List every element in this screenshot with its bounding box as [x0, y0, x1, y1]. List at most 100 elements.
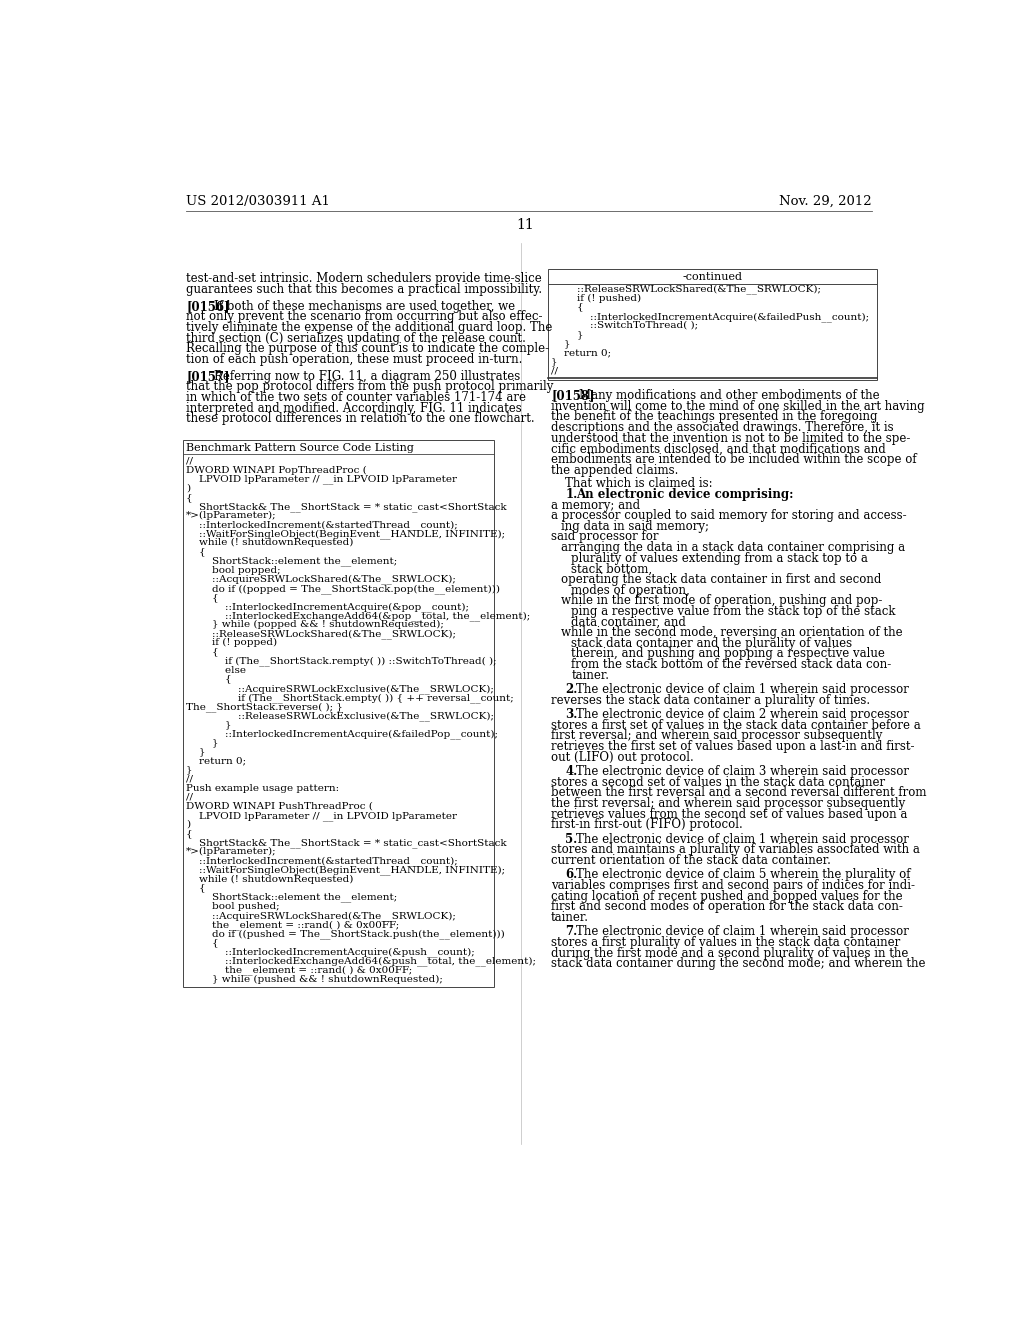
Text: ::ReleaseSRWLockShared(&The__SRWLOCK);: ::ReleaseSRWLockShared(&The__SRWLOCK);: [551, 285, 821, 294]
Text: return 0;: return 0;: [186, 756, 246, 766]
Text: 11: 11: [516, 218, 534, 232]
Text: current orientation of the stack data container.: current orientation of the stack data co…: [551, 854, 831, 867]
Text: 2.: 2.: [565, 682, 578, 696]
Text: 6.: 6.: [565, 869, 578, 882]
Text: Benchmark Pattern Source Code Listing: Benchmark Pattern Source Code Listing: [186, 442, 414, 453]
Text: tainer.: tainer.: [551, 911, 589, 924]
Text: plurality of values extending from a stack top to a: plurality of values extending from a sta…: [571, 552, 868, 565]
Text: return 0;: return 0;: [551, 348, 611, 358]
Text: the benefit of the teachings presented in the foregoing: the benefit of the teachings presented i…: [551, 411, 878, 424]
Text: guarantees such that this becomes a practical impossibility.: guarantees such that this becomes a prac…: [186, 282, 543, 296]
Text: ::InterlockedIncrementAcquire(&failedPop__count);: ::InterlockedIncrementAcquire(&failedPop…: [186, 729, 498, 739]
Text: else: else: [186, 665, 246, 675]
Text: 3.: 3.: [565, 708, 578, 721]
Text: that the pop protocol differs from the push protocol primarily: that the pop protocol differs from the p…: [186, 380, 554, 393]
Text: during the first mode and a second plurality of values in the: during the first mode and a second plura…: [551, 946, 908, 960]
Text: third section (C) serializes updating of the release count.: third section (C) serializes updating of…: [186, 331, 526, 345]
Text: stores a first plurality of values in the stack data container: stores a first plurality of values in th…: [551, 936, 900, 949]
Text: }: }: [186, 747, 206, 756]
Text: 5.: 5.: [565, 833, 578, 846]
Text: If both of these mechanisms are used together, we: If both of these mechanisms are used tog…: [214, 300, 515, 313]
Text: {: {: [186, 593, 219, 602]
Text: understood that the invention is not to be limited to the spe-: understood that the invention is not to …: [551, 432, 910, 445]
Text: bool popped;: bool popped;: [186, 565, 281, 574]
Text: }: }: [186, 766, 193, 775]
Text: The electronic device of claim 3 wherein said processor: The electronic device of claim 3 wherein…: [577, 766, 909, 779]
Text: therein, and pushing and popping a respective value: therein, and pushing and popping a respe…: [571, 647, 885, 660]
Text: The electronic device of claim 2 wherein said processor: The electronic device of claim 2 wherein…: [577, 708, 909, 721]
Text: if (! pushed): if (! pushed): [551, 293, 641, 302]
Text: stores a second set of values in the stack data container: stores a second set of values in the sta…: [551, 776, 886, 789]
Text: cific embodiments disclosed, and that modifications and: cific embodiments disclosed, and that mo…: [551, 442, 886, 455]
Text: //: //: [551, 367, 558, 375]
Bar: [183, 440, 494, 986]
Text: ::WaitForSingleObject(BeginEvent__HANDLE, INFINITE);: ::WaitForSingleObject(BeginEvent__HANDLE…: [186, 529, 505, 539]
Text: first and second modes of operation for the stack data con-: first and second modes of operation for …: [551, 900, 903, 913]
Text: ::InterlockedIncrementAcquire(&failedPush__count);: ::InterlockedIncrementAcquire(&failedPus…: [551, 312, 869, 322]
Text: ::AcquireSRWLockShared(&The__SRWLOCK);: ::AcquireSRWLockShared(&The__SRWLOCK);: [186, 911, 456, 920]
Text: ::InterlockedIncrementAcquire(&pop__count);: ::InterlockedIncrementAcquire(&pop__coun…: [186, 602, 469, 611]
Text: while (! shutdownRequested): while (! shutdownRequested): [186, 874, 353, 883]
Text: arranging the data in a stack data container comprising a: arranging the data in a stack data conta…: [561, 541, 905, 554]
Text: out (LIFO) out protocol.: out (LIFO) out protocol.: [551, 751, 694, 764]
Text: [0158]: [0158]: [551, 389, 595, 403]
Text: data container, and: data container, and: [571, 615, 686, 628]
Text: -continued: -continued: [682, 272, 742, 282]
Text: That which is claimed is:: That which is claimed is:: [565, 477, 713, 490]
Text: ): ): [186, 484, 190, 492]
Text: variables comprises first and second pairs of indices for indi-: variables comprises first and second pai…: [551, 879, 915, 892]
Text: modes of operation,: modes of operation,: [571, 583, 690, 597]
Text: ::ReleaseSRWLockShared(&The__SRWLOCK);: ::ReleaseSRWLockShared(&The__SRWLOCK);: [186, 630, 456, 639]
Text: } while (popped && ! shutdownRequested);: } while (popped && ! shutdownRequested);: [186, 620, 444, 630]
Text: {: {: [186, 939, 219, 948]
Text: stack bottom,: stack bottom,: [571, 562, 652, 576]
Text: the__element = ::rand( ) & 0x00FF;: the__element = ::rand( ) & 0x00FF;: [186, 965, 413, 975]
Text: if (The__ShortStack.empty( )) { ++ reversal__count;: if (The__ShortStack.empty( )) { ++ rever…: [186, 693, 514, 702]
Text: ShortStack::element the__element;: ShortStack::element the__element;: [186, 892, 397, 903]
Text: if (The__ShortStack.rempty( )) ::SwitchToThread( );: if (The__ShortStack.rempty( )) ::SwitchT…: [186, 656, 497, 667]
Text: }: }: [186, 719, 231, 729]
Text: tion of each push operation, these must proceed in-turn.: tion of each push operation, these must …: [186, 352, 522, 366]
Text: Many modifications and other embodiments of the: Many modifications and other embodiments…: [579, 389, 880, 403]
Text: {: {: [186, 829, 193, 838]
Text: stores and maintains a plurality of variables associated with a: stores and maintains a plurality of vari…: [551, 843, 920, 857]
Text: interpreted and modified. Accordingly, FIG. 11 indicates: interpreted and modified. Accordingly, F…: [186, 401, 522, 414]
Text: [0156]: [0156]: [186, 300, 229, 313]
Text: ::InterlockedIncrement(&startedThread__count);: ::InterlockedIncrement(&startedThread__c…: [186, 520, 458, 529]
Text: LPVOID lpParameter // __in LPVOID lpParameter: LPVOID lpParameter // __in LPVOID lpPara…: [186, 475, 457, 484]
Text: [0157]: [0157]: [186, 370, 229, 383]
Text: ping a respective value from the stack top of the stack: ping a respective value from the stack t…: [571, 605, 896, 618]
Text: ): ): [186, 820, 190, 829]
Text: ::AcquireSRWLockShared(&The__SRWLOCK);: ::AcquireSRWLockShared(&The__SRWLOCK);: [186, 574, 456, 585]
Text: do if ((popped = The__ShortStack.pop(the__element))): do if ((popped = The__ShortStack.pop(the…: [186, 583, 500, 594]
Text: LPVOID lpParameter // __in LPVOID lpParameter: LPVOID lpParameter // __in LPVOID lpPara…: [186, 810, 457, 821]
Text: tively eliminate the expense of the additional guard loop. The: tively eliminate the expense of the addi…: [186, 321, 553, 334]
Text: {: {: [186, 492, 193, 502]
Text: retrieves values from the second set of values based upon a: retrieves values from the second set of …: [551, 808, 907, 821]
Text: ShortStack& The__ShortStack = * static_cast<ShortStack: ShortStack& The__ShortStack = * static_c…: [186, 838, 507, 847]
Text: tainer.: tainer.: [571, 669, 609, 681]
Text: {: {: [186, 883, 206, 892]
Text: not only prevent the scenario from occurring but also effec-: not only prevent the scenario from occur…: [186, 310, 543, 323]
Text: while (! shutdownRequested): while (! shutdownRequested): [186, 539, 353, 548]
Text: {: {: [186, 647, 219, 656]
Text: a memory; and: a memory; and: [551, 499, 640, 512]
Text: ::ReleaseSRWLockExclusive(&The__SRWLOCK);: ::ReleaseSRWLockExclusive(&The__SRWLOCK)…: [186, 711, 495, 721]
Text: 4.: 4.: [565, 766, 578, 779]
Text: bool pushed;: bool pushed;: [186, 902, 280, 911]
Text: }: }: [551, 330, 584, 339]
Text: US 2012/0303911 A1: US 2012/0303911 A1: [186, 194, 330, 207]
Bar: [548, 269, 877, 380]
Text: stack data container during the second mode; and wherein the: stack data container during the second m…: [551, 957, 926, 970]
Text: test-and-set intrinsic. Modern schedulers provide time-slice: test-and-set intrinsic. Modern scheduler…: [186, 272, 542, 285]
Text: operating the stack data container in first and second: operating the stack data container in fi…: [561, 573, 882, 586]
Text: {: {: [186, 675, 231, 684]
Text: //: //: [186, 457, 194, 466]
Text: {: {: [186, 548, 206, 557]
Text: ShortStack::element the__element;: ShortStack::element the__element;: [186, 557, 397, 566]
Text: stack data container and the plurality of values: stack data container and the plurality o…: [571, 636, 852, 649]
Text: the__element = ::rand( ) & 0x00FF;: the__element = ::rand( ) & 0x00FF;: [186, 920, 399, 929]
Text: The electronic device of claim 1 wherein said processor: The electronic device of claim 1 wherein…: [577, 682, 909, 696]
Text: //: //: [186, 775, 194, 784]
Text: invention will come to the mind of one skilled in the art having: invention will come to the mind of one s…: [551, 400, 925, 413]
